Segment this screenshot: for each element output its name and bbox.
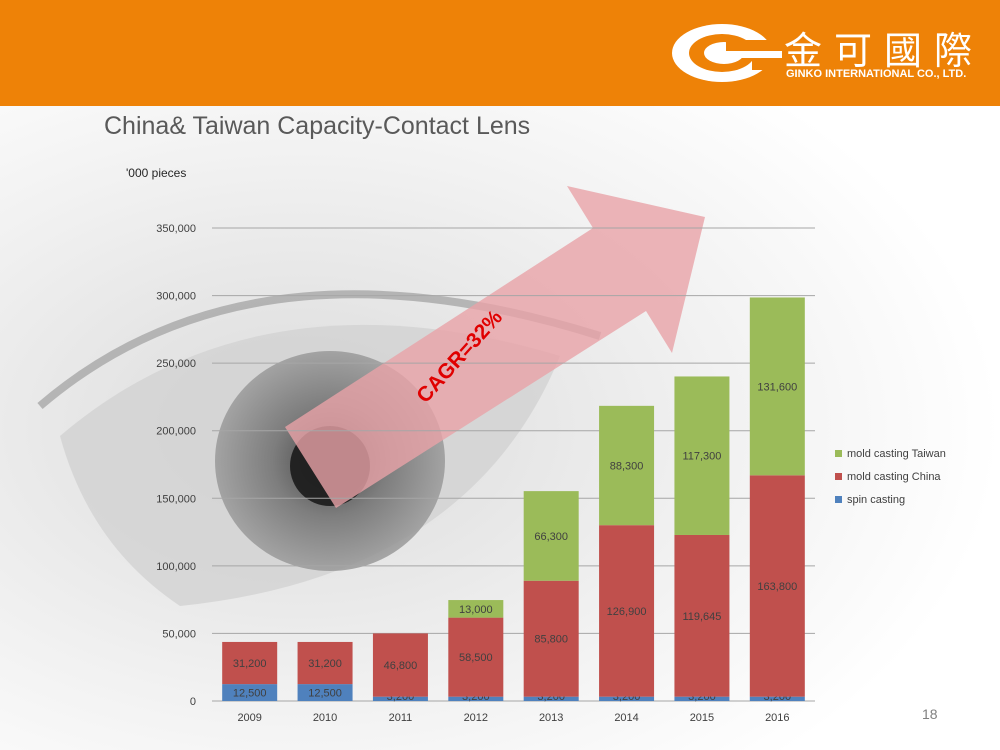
- ginko-logo-icon: [672, 24, 782, 82]
- data-label: 85,800: [534, 634, 568, 646]
- x-tick-label: 2015: [690, 712, 714, 724]
- x-axis-ticks: 2009 2010 2011 2012 2013 2014 2015 2016: [237, 712, 789, 724]
- y-tick-label: 50,000: [162, 628, 196, 640]
- logo-chinese-text: 金可國際: [784, 29, 985, 73]
- data-label: 117,300: [682, 451, 721, 463]
- y-tick-label: 0: [190, 696, 196, 708]
- bar-segment: [523, 580, 579, 697]
- y-tick-label: 300,000: [156, 291, 196, 303]
- bar-segment: [674, 696, 730, 701]
- data-label: 126,900: [607, 606, 647, 618]
- bar-segment: [222, 641, 278, 685]
- legend-label: spin casting: [847, 493, 906, 506]
- data-label: 12,500: [308, 688, 342, 700]
- data-label: 12,500: [233, 688, 267, 700]
- legend-item-spin-casting: spin casting: [835, 488, 946, 511]
- bar-segment: [674, 376, 730, 535]
- legend-item-mold-casting-taiwan: mold casting Taiwan: [835, 442, 946, 465]
- x-tick-label: 2012: [464, 712, 488, 724]
- x-tick-label: 2011: [389, 712, 413, 724]
- y-axis-ticks: 0 50,000 100,000 150,000 200,000 250,000 300,0…: [156, 223, 196, 708]
- data-label: 66,300: [534, 531, 568, 543]
- bar-segment: [599, 525, 655, 697]
- bar-segment: [523, 491, 579, 581]
- legend-label: mold casting China: [847, 470, 941, 483]
- x-tick-label: 2016: [765, 712, 789, 724]
- y-tick-label: 100,000: [156, 561, 196, 573]
- bar-segment: [674, 534, 730, 697]
- bar-segment: [599, 405, 655, 526]
- bar-segment: [297, 684, 353, 701]
- bar-segment: [448, 600, 504, 618]
- bar-segment: [222, 684, 278, 701]
- bars: 12,50031,20012,50031,2003,20046,8003,200…: [222, 297, 805, 703]
- header-bar: 金可國際 GINKO INTERNATIONAL CO., LTD.: [0, 0, 1000, 106]
- legend-swatch: [835, 473, 842, 480]
- bar-segment: [448, 696, 504, 701]
- data-label: 31,200: [233, 658, 267, 670]
- logo-english-text: GINKO INTERNATIONAL CO., LTD.: [786, 68, 967, 80]
- legend-swatch: [835, 450, 842, 457]
- data-label: 58,500: [459, 652, 493, 664]
- bar-segment: [749, 475, 805, 697]
- cagr-arrow-shape: [285, 186, 705, 508]
- data-label: 46,800: [384, 660, 418, 672]
- bar-segment: [372, 633, 428, 697]
- x-tick-label: 2013: [539, 712, 563, 724]
- legend-swatch: [835, 496, 842, 503]
- cagr-arrow: [285, 186, 705, 508]
- data-label: 13,000: [459, 604, 493, 616]
- x-tick-label: 2014: [614, 712, 638, 724]
- company-logo: 金可國際 GINKO INTERNATIONAL CO., LTD.: [672, 22, 992, 92]
- legend-item-mold-casting-china: mold casting China: [835, 465, 946, 488]
- data-label: 88,300: [610, 461, 644, 473]
- bar-segment: [372, 696, 428, 701]
- y-tick-label: 150,000: [156, 493, 196, 505]
- x-tick-label: 2009: [237, 712, 261, 724]
- legend-label: mold casting Taiwan: [847, 447, 946, 460]
- bar-segment: [749, 696, 805, 701]
- data-label: 131,600: [757, 381, 797, 393]
- bar-segment: [749, 297, 805, 476]
- y-tick-label: 250,000: [156, 358, 196, 370]
- data-label: 31,200: [308, 658, 342, 670]
- y-tick-label: 350,000: [156, 223, 196, 235]
- y-tick-label: 200,000: [156, 426, 196, 438]
- bar-segment: [448, 617, 504, 697]
- bar-segment: [523, 696, 579, 701]
- chart-legend: mold casting Taiwan mold casting China s…: [835, 442, 946, 511]
- page-number: 18: [922, 706, 938, 722]
- data-label: 163,800: [757, 581, 797, 593]
- x-tick-label: 2010: [313, 712, 337, 724]
- bar-segment: [297, 641, 353, 685]
- slide-title: China& Taiwan Capacity-Contact Lens: [104, 112, 531, 140]
- y-axis-unit-label: '000 pieces: [126, 166, 187, 180]
- data-label: 119,645: [682, 611, 721, 623]
- bar-segment: [599, 696, 655, 701]
